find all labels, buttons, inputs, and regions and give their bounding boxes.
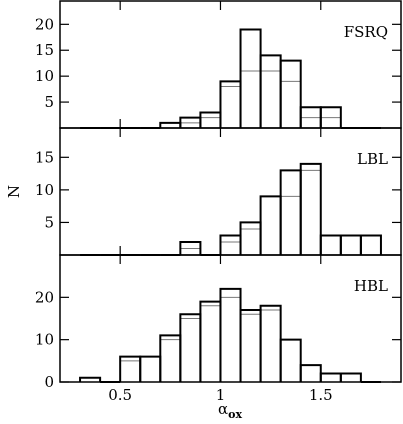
histogram-bar xyxy=(240,228,262,255)
histogram-bar xyxy=(139,355,162,382)
histogram-bar xyxy=(179,318,201,382)
histogram-bar xyxy=(260,309,282,382)
panel-frame xyxy=(59,254,402,383)
x-tick-label: 1.5 xyxy=(309,386,333,404)
histogram-bar xyxy=(179,240,202,255)
histogram-bar xyxy=(280,195,302,255)
histogram-bar xyxy=(339,372,362,382)
x-tick-label: 1 xyxy=(216,386,226,404)
histogram-bar xyxy=(320,373,342,382)
histogram-bar xyxy=(139,356,161,382)
histogram-bar xyxy=(259,304,282,382)
histogram-bar xyxy=(260,195,282,255)
x-label-subscript: ox xyxy=(228,408,242,421)
histogram-bar xyxy=(239,221,262,255)
histogram-bar xyxy=(260,70,282,128)
histogram-bar xyxy=(340,373,362,382)
y-tick-label: 0 xyxy=(44,373,54,391)
histogram-bar xyxy=(300,117,322,128)
histogram-bar xyxy=(279,338,302,382)
histogram-bar xyxy=(219,86,242,128)
histogram-bar xyxy=(79,376,102,382)
histogram-bar xyxy=(239,309,262,382)
panel-label: HBL xyxy=(354,277,388,295)
histogram-bar xyxy=(179,313,202,382)
histogram-bar xyxy=(119,360,141,382)
histogram-bar xyxy=(320,117,342,128)
histogram-bar xyxy=(259,195,282,255)
histogram-bar xyxy=(219,287,242,382)
histogram-bar xyxy=(199,111,222,128)
y-tick-label: 10 xyxy=(35,67,54,85)
histogram-bar xyxy=(159,121,182,128)
y-tick-label: 10 xyxy=(35,331,54,349)
histogram-bar xyxy=(219,296,242,382)
histogram-bar xyxy=(300,364,322,382)
histogram-bar xyxy=(300,169,322,255)
y-tick-label: 10 xyxy=(35,181,54,199)
y-tick-label: 5 xyxy=(44,213,54,231)
histogram-bar xyxy=(279,169,302,255)
histogram-bar xyxy=(299,162,322,255)
histogram-bar xyxy=(179,122,201,128)
histogram-bar xyxy=(219,80,242,128)
histogram-bar xyxy=(159,334,182,382)
histogram-bar xyxy=(319,106,342,128)
histogram-bar xyxy=(259,54,282,128)
histogram-bar xyxy=(219,234,242,255)
histogram-bar xyxy=(340,234,362,255)
histogram-bar xyxy=(240,70,262,128)
histogram-bar xyxy=(199,300,222,382)
y-tick-label: 20 xyxy=(35,288,54,306)
histogram-bar xyxy=(219,241,242,255)
panel-frame xyxy=(59,0,402,129)
histogram-bar xyxy=(179,247,201,255)
histogram-bar xyxy=(299,364,322,382)
histogram-bar xyxy=(279,59,302,128)
x-axis-label: αox xyxy=(218,400,242,421)
histogram-bar xyxy=(319,234,342,255)
histogram-bar xyxy=(319,372,342,382)
histogram-bar xyxy=(199,305,221,382)
y-tick-label: 15 xyxy=(35,148,54,166)
y-tick-label: 20 xyxy=(35,15,54,33)
histogram-bar xyxy=(280,80,302,128)
y-tick-label: 15 xyxy=(35,41,54,59)
histogram-bar xyxy=(360,234,382,255)
y-tick-label: 5 xyxy=(44,93,54,111)
histogram-bar xyxy=(199,117,221,128)
histogram-bar xyxy=(240,313,262,382)
x-tick-label: 0.5 xyxy=(108,386,132,404)
histogram-bar xyxy=(339,234,362,255)
histogram-bar xyxy=(239,28,262,128)
y-axis-label: N xyxy=(5,185,23,198)
histogram-bar xyxy=(359,234,382,255)
panel-label: FSRQ xyxy=(344,23,388,41)
histogram-bar xyxy=(280,339,302,382)
histogram-bar xyxy=(159,339,181,382)
x-label-symbol: α xyxy=(218,400,228,418)
panel-label: LBL xyxy=(357,150,388,168)
histogram-bar xyxy=(320,234,342,255)
